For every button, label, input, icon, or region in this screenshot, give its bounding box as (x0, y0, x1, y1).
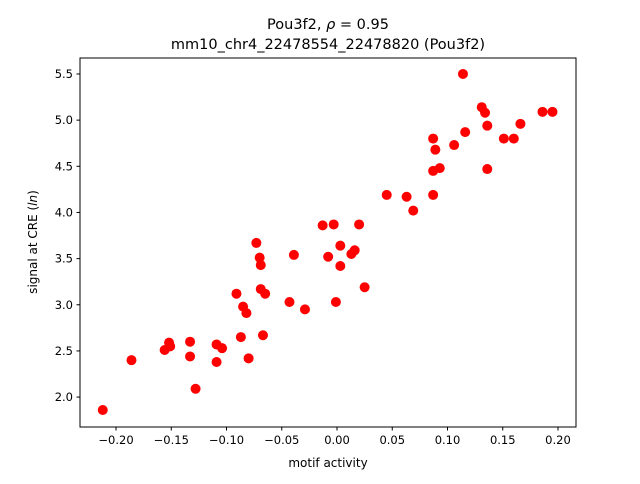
x-tick-label: 0.00 (324, 433, 350, 447)
data-point (335, 240, 346, 251)
data-point (235, 332, 246, 343)
data-point (482, 164, 493, 175)
x-tick-label: −0.20 (98, 433, 133, 447)
points-layer (97, 68, 558, 416)
data-point (165, 341, 176, 352)
x-tick-label: 0.10 (435, 433, 461, 447)
data-point (354, 219, 365, 230)
data-point (480, 107, 491, 118)
data-point (126, 355, 137, 366)
y-tick-label: 3.0 (55, 298, 73, 312)
data-point (330, 296, 341, 307)
y-tick-label: 3.5 (55, 252, 73, 266)
x-tick-label: −0.10 (209, 433, 244, 447)
data-point (401, 191, 412, 202)
data-point (255, 260, 266, 271)
x-axis-label: motif activity (288, 456, 367, 470)
chart-title-line1: Pou3f2, ρ = 0.95 (267, 17, 389, 33)
data-point (547, 106, 558, 117)
data-point (498, 133, 509, 144)
data-point (231, 288, 242, 299)
x-tick-label: 0.20 (545, 433, 571, 447)
data-point (185, 336, 196, 347)
x-axis-ticks: −0.20 −0.15 −0.10 −0.05 0.00 0.05 0.10 0.15 0.20 (98, 427, 571, 447)
data-point (457, 68, 468, 79)
x-tick-label: 0.05 (379, 433, 405, 447)
data-point (211, 357, 222, 368)
data-point (284, 296, 295, 307)
data-point (241, 308, 252, 319)
data-point (359, 282, 370, 293)
data-point (428, 189, 439, 200)
data-point (428, 133, 439, 144)
y-tick-label: 4.0 (55, 205, 73, 219)
y-axis-label: signal at CRE (ln) (26, 190, 40, 294)
data-point (323, 251, 334, 262)
y-tick-label: 5.0 (55, 113, 73, 127)
data-point (217, 343, 228, 354)
y-tick-label: 4.5 (55, 159, 73, 173)
data-point (537, 106, 548, 117)
data-point (190, 383, 201, 394)
data-point (430, 144, 441, 155)
data-point (288, 249, 299, 260)
data-point (508, 133, 519, 144)
data-point (317, 220, 328, 231)
data-point (243, 353, 254, 364)
data-point (434, 163, 445, 174)
data-point (449, 140, 460, 151)
data-point (335, 260, 346, 271)
data-point (257, 330, 268, 341)
y-axis-ticks: 2.0 2.5 3.0 3.5 4.0 4.5 5.0 5.5 (55, 67, 80, 404)
x-tick-label: −0.05 (264, 433, 299, 447)
data-point (328, 219, 339, 230)
data-point (299, 304, 310, 315)
data-point (482, 120, 493, 131)
data-point (381, 189, 392, 200)
data-point (251, 237, 262, 248)
chart-title-line2: mm10_chr4_22478554_22478820 (Pou3f2) (171, 37, 485, 53)
data-point (349, 245, 360, 256)
y-tick-label: 5.5 (55, 67, 73, 81)
x-tick-label: −0.15 (154, 433, 189, 447)
data-point (185, 351, 196, 362)
x-tick-label: 0.15 (490, 433, 516, 447)
data-point (515, 118, 526, 129)
plot-frame (79, 57, 577, 428)
y-tick-label: 2.5 (55, 344, 73, 358)
data-point (97, 405, 108, 416)
data-point (408, 205, 419, 216)
data-point (260, 288, 271, 299)
data-point (460, 127, 471, 138)
data-point (254, 252, 265, 263)
y-tick-label: 2.0 (55, 390, 73, 404)
